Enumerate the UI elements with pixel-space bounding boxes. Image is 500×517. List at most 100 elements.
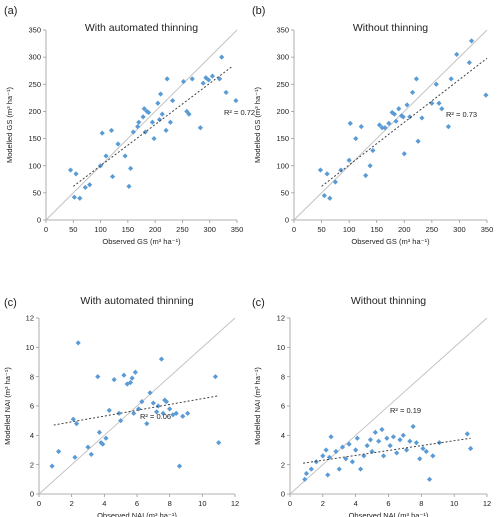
data-point xyxy=(212,374,218,380)
y-axis-label: Modelled GS (m³ ha⁻¹) xyxy=(253,86,262,163)
y-tick-label: 100 xyxy=(28,161,41,170)
chart-title: Without thinning xyxy=(351,295,426,307)
data-point xyxy=(136,119,142,125)
x-tick-label: 100 xyxy=(94,225,107,234)
data-point xyxy=(393,118,399,124)
data-point xyxy=(407,114,413,120)
y-tick-label: 50 xyxy=(281,188,289,197)
data-point xyxy=(320,453,326,459)
data-point xyxy=(379,125,385,131)
data-point xyxy=(346,441,352,447)
panel-c-right: (c) Without thinning 0 2 4 6 8 10 12 0 2 4 6 8 10 12 Obs… xyxy=(252,295,491,517)
data-point xyxy=(73,171,79,177)
data-point xyxy=(401,151,407,157)
x-tick-label: 0 xyxy=(292,225,296,234)
data-point xyxy=(56,448,62,455)
data-point xyxy=(159,111,165,117)
data-point xyxy=(403,447,410,453)
panel-label: (c) xyxy=(252,297,265,309)
data-point xyxy=(219,54,225,60)
data-point xyxy=(413,76,420,82)
data-point xyxy=(468,38,475,44)
data-point xyxy=(122,153,128,159)
y-tick-label: 200 xyxy=(28,107,41,116)
data-point xyxy=(407,438,413,444)
panel-a: (a) With automated thinning 0 50 100 150 200 25… xyxy=(4,5,255,246)
data-point xyxy=(77,195,83,201)
trend-line xyxy=(72,66,232,187)
data-point xyxy=(129,375,135,381)
data-point xyxy=(150,400,156,406)
data-point xyxy=(170,97,176,104)
data-point xyxy=(140,114,146,120)
y-tick-label: 250 xyxy=(276,80,289,89)
x-tick-label: 0 xyxy=(37,499,41,508)
data-point xyxy=(367,163,373,169)
data-point xyxy=(233,97,239,104)
y-tick-label: 4 xyxy=(281,431,285,440)
y-tick-label: 8 xyxy=(30,372,34,381)
data-point xyxy=(223,89,229,96)
y-tick-label: 12 xyxy=(277,314,285,323)
data-point xyxy=(167,406,173,412)
y-tick-label: 200 xyxy=(276,107,289,116)
data-point xyxy=(180,78,187,85)
data-point xyxy=(354,435,360,441)
x-tick-label: 8 xyxy=(168,499,172,508)
y-tick-label: 10 xyxy=(26,343,34,352)
data-point xyxy=(357,466,364,472)
data-point xyxy=(390,434,397,440)
y-axis-label: Modelled GS (m³ ha⁻¹) xyxy=(5,86,14,163)
x-axis-label: Observed NAI (m³ ha⁻¹) xyxy=(97,511,177,517)
data-point xyxy=(363,172,369,179)
y-tick-label: 12 xyxy=(26,314,34,323)
y-tick-label: 2 xyxy=(30,460,34,469)
x-tick-label: 10 xyxy=(450,499,458,508)
data-point xyxy=(396,106,402,112)
data-point xyxy=(154,409,160,415)
data-point xyxy=(144,108,150,115)
data-point xyxy=(85,444,91,450)
data-point xyxy=(126,183,132,189)
chart-title: Without thinning xyxy=(353,22,428,34)
data-point xyxy=(317,167,324,173)
data-point xyxy=(184,108,190,115)
data-point xyxy=(376,438,382,444)
x-tick-label: 8 xyxy=(419,499,423,508)
y-tick-label: 2 xyxy=(281,460,285,469)
x-tick-label: 50 xyxy=(69,225,77,234)
data-point xyxy=(131,410,137,416)
data-point xyxy=(303,470,310,477)
x-tick-label: 150 xyxy=(122,225,135,234)
data-point xyxy=(323,447,329,453)
data-point xyxy=(103,435,109,441)
x-tick-label: 250 xyxy=(176,225,189,234)
data-point xyxy=(144,421,150,427)
data-point xyxy=(216,440,222,446)
data-point xyxy=(121,372,127,378)
x-tick-label: 0 xyxy=(288,499,292,508)
data-point xyxy=(364,443,370,449)
data-point xyxy=(380,453,387,459)
y-tick-label: 350 xyxy=(28,26,41,35)
data-point xyxy=(308,466,314,472)
data-point xyxy=(324,171,330,177)
r-squared-label: R² = 0.06 xyxy=(140,412,171,421)
data-point xyxy=(436,100,442,106)
data-point xyxy=(439,106,445,112)
r-squared-label: R² = 0.19 xyxy=(390,406,421,415)
x-tick-label: 200 xyxy=(149,225,162,234)
data-point xyxy=(167,119,174,125)
data-point xyxy=(445,124,451,130)
x-axis-label: Observed GS (m³ ha⁻¹) xyxy=(351,237,430,246)
x-tick-label: 50 xyxy=(317,225,325,234)
x-tick-label: 200 xyxy=(398,225,411,234)
panel-label: (a) xyxy=(4,5,17,17)
data-point xyxy=(95,374,101,380)
x-tick-label: 6 xyxy=(386,499,390,508)
y-tick-label: 100 xyxy=(276,161,289,170)
y-tick-label: 6 xyxy=(281,402,285,411)
data-point xyxy=(118,418,124,424)
x-tick-label: 12 xyxy=(231,499,239,508)
